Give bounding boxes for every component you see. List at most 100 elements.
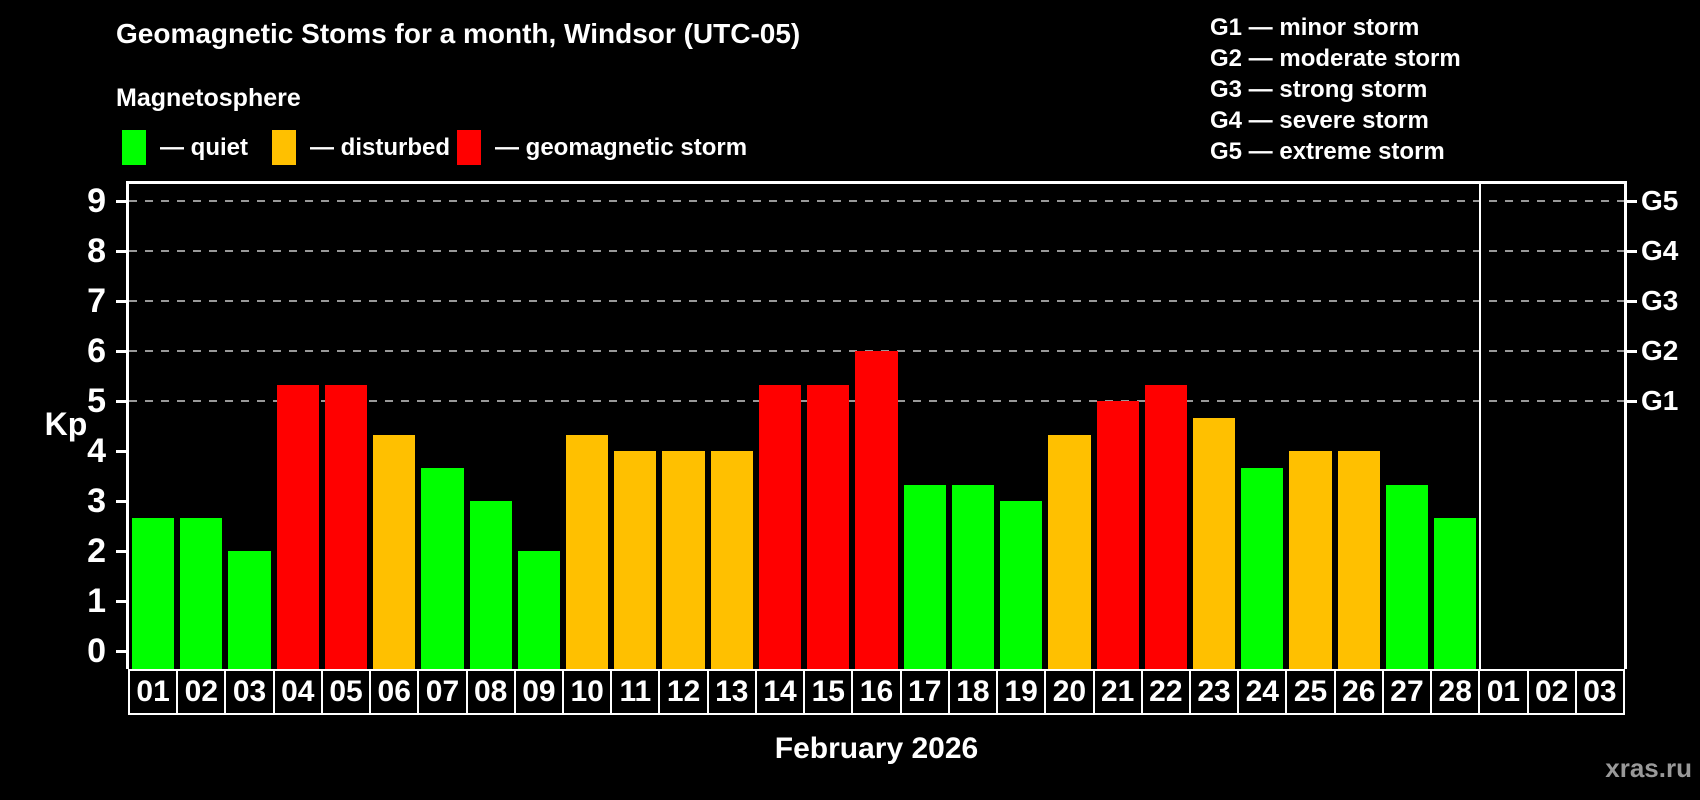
bar-day-25 — [1289, 451, 1332, 669]
legend-label-quiet: — quiet — [160, 133, 248, 161]
y-tick-label-4: 4 — [87, 432, 106, 470]
y-tick-2 — [116, 550, 126, 553]
y-tick-0 — [116, 650, 126, 653]
axis-right-spine — [1624, 181, 1627, 669]
y-tick-3 — [116, 500, 126, 503]
right-axis-label-g1: G1 — [1641, 385, 1679, 416]
day-label-mar-02: 02 — [1526, 669, 1577, 715]
legend-item-disturbed: — disturbed — [272, 130, 450, 165]
y-tick-label-6: 6 — [87, 332, 106, 370]
bar-day-18 — [951, 484, 995, 669]
axis-left-spine — [126, 181, 129, 669]
day-label-feb-12: 12 — [658, 669, 709, 715]
y-tick-label-8: 8 — [87, 232, 106, 270]
day-label-feb-27: 27 — [1381, 669, 1433, 715]
day-label-feb-14: 14 — [754, 669, 806, 715]
magnetosphere-label: Magnetosphere — [116, 84, 301, 112]
bar-day-21 — [1096, 401, 1139, 669]
right-axis-label-g5: G5 — [1641, 185, 1679, 216]
y-tick-label-9: 9 — [87, 182, 106, 220]
day-label-feb-25: 25 — [1285, 669, 1336, 715]
right-axis-label-g2: G2 — [1641, 335, 1679, 366]
day-label-feb-26: 26 — [1333, 669, 1384, 715]
legend-label-disturbed: — disturbed — [310, 133, 451, 161]
bar-day-06 — [373, 434, 416, 669]
chart-title: Geomagnetic Stoms for a month, Windsor (… — [116, 18, 801, 49]
gridline-kp7 — [129, 300, 1624, 302]
storm-scale-item-g3: G3 — strong storm — [1210, 76, 1428, 103]
day-label-feb-08: 08 — [465, 669, 516, 715]
bar-day-07 — [421, 467, 464, 669]
day-label-feb-09: 09 — [513, 669, 565, 715]
day-label-feb-06: 06 — [369, 669, 420, 715]
day-label-feb-16: 16 — [851, 669, 902, 715]
bar-day-03 — [228, 551, 271, 669]
y-tick-label-5: 5 — [87, 382, 106, 420]
day-label-feb-13: 13 — [706, 669, 757, 715]
legend-label-storm: — geomagnetic storm — [495, 133, 748, 161]
right-axis-label-g4: G4 — [1641, 235, 1679, 266]
bar-day-13 — [710, 451, 753, 669]
legend-item-storm: — geomagnetic storm — [457, 130, 747, 165]
y-tick-6 — [116, 350, 126, 353]
day-label-feb-20: 20 — [1044, 669, 1095, 715]
bar-day-26 — [1337, 451, 1380, 669]
day-label-feb-05: 05 — [320, 669, 372, 715]
y-tick-1 — [116, 600, 126, 603]
legend-swatch-storm — [457, 130, 481, 165]
bar-day-10 — [566, 434, 609, 669]
day-label-feb-22: 22 — [1140, 669, 1191, 715]
bar-day-24 — [1241, 467, 1284, 669]
storm-scale-item-g1: G1 — minor storm — [1210, 14, 1420, 41]
bar-day-04 — [276, 384, 319, 669]
day-label-feb-18: 18 — [947, 669, 999, 715]
bar-day-01 — [132, 517, 175, 669]
y-tick-label-7: 7 — [87, 282, 106, 320]
day-label-feb-02: 02 — [176, 669, 227, 715]
day-label-mar-03: 03 — [1574, 669, 1625, 715]
y-tick-label-1: 1 — [87, 582, 106, 620]
storm-scale-item-g2: G2 — moderate storm — [1210, 45, 1461, 72]
day-label-feb-24: 24 — [1237, 669, 1288, 715]
right-tick-g5 — [1627, 200, 1637, 203]
storm-scale-legend: G1 — minor storm G2 — moderate storm G3 — … — [1210, 12, 1461, 167]
y-tick-label-3: 3 — [87, 482, 106, 520]
y-tick-label-0: 0 — [87, 632, 106, 670]
bar-day-19 — [1000, 501, 1043, 669]
right-tick-g2 — [1627, 350, 1637, 353]
bar-day-08 — [469, 501, 512, 669]
bar-day-11 — [614, 451, 657, 669]
y-tick-7 — [116, 300, 126, 303]
x-axis-title: February 2026 — [774, 732, 979, 765]
day-label-feb-10: 10 — [562, 669, 613, 715]
gridline-kp8 — [129, 250, 1624, 252]
day-label-mar-01: 01 — [1478, 669, 1529, 715]
y-tick-5 — [116, 400, 126, 403]
right-axis-label-g3: G3 — [1641, 285, 1679, 316]
bar-day-05 — [324, 384, 368, 669]
bar-day-09 — [517, 551, 561, 669]
day-label-feb-17: 17 — [899, 669, 950, 715]
day-label-feb-11: 11 — [610, 669, 661, 715]
y-axis-title: Kp — [44, 406, 88, 442]
day-label-feb-03: 03 — [224, 669, 275, 715]
day-label-feb-23: 23 — [1188, 669, 1240, 715]
watermark: xras.ru — [1605, 753, 1692, 783]
day-label-feb-07: 07 — [417, 669, 468, 715]
right-tick-g1 — [1627, 400, 1637, 403]
bar-day-28 — [1434, 517, 1477, 669]
bar-day-16 — [855, 351, 898, 669]
bar-day-12 — [662, 451, 705, 669]
bar-day-27 — [1385, 484, 1429, 669]
axis-top-spine — [126, 181, 1627, 184]
day-label-feb-19: 19 — [996, 669, 1047, 715]
day-label-feb-21: 21 — [1092, 669, 1143, 715]
bar-day-14 — [758, 384, 802, 669]
bar-day-20 — [1048, 434, 1091, 669]
day-label-feb-01: 01 — [128, 669, 179, 715]
y-tick-9 — [116, 200, 126, 203]
y-tick-8 — [116, 250, 126, 253]
legend-swatch-disturbed — [272, 130, 296, 165]
right-tick-g3 — [1627, 300, 1637, 303]
